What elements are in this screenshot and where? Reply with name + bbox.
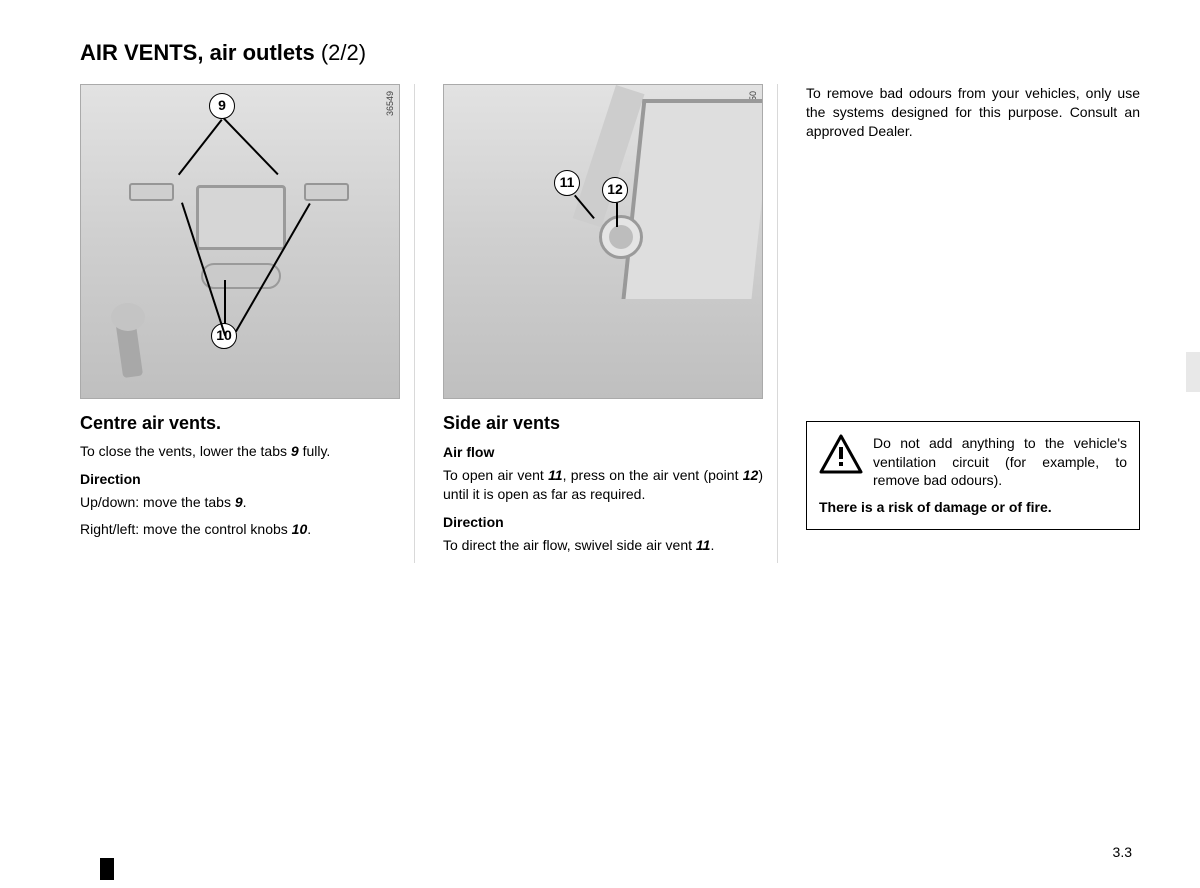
centre-p1: To close the vents, lower the tabs 9 ful… [80,442,400,461]
column-side-vents: 36550 11 12 Side air vents Air flow To o… [443,84,778,563]
callout-11: 11 [554,170,580,196]
leader-12 [616,203,618,227]
centre-p3: Right/left: move the control knobs 10. [80,520,400,539]
edge-tab [1186,352,1200,392]
title-paren: (2/2) [321,40,366,65]
side-p1: To open air vent 11, press on the air ve… [443,466,763,504]
manual-page: AIR VENTS, air outlets (2/2) 36549 9 10 [0,0,1200,583]
leader-9-left [178,119,222,175]
heading-direction-1: Direction [80,471,400,487]
callout-9: 9 [209,93,235,119]
odour-para: To remove bad odours from your vehicles,… [806,84,1140,141]
photo-id-1: 36549 [385,91,395,116]
ref-12: 12 [743,467,759,483]
ref-11b: 11 [696,537,711,553]
page-number: 3.3 [1113,844,1132,860]
warning-box: Do not add anything to the vehicle's ven… [806,421,1140,531]
footer-mark [100,858,114,880]
dash-screen [196,185,286,250]
leader-9-right [223,118,278,175]
t: Right/left: move the control knobs [80,521,292,537]
dash-controls [201,263,281,289]
t: . [710,537,714,553]
t: fully. [299,443,331,459]
t: To direct the air flow, swivel side air … [443,537,696,553]
photo-dashboard: 36549 9 10 [80,84,400,399]
t: , press on the air vent (point [563,467,743,483]
warning-bold: There is a risk of damage or of fire. [819,498,1127,517]
content-columns: 36549 9 10 Centre air vents. To close th… [80,84,1140,563]
ref-9: 9 [291,443,299,459]
heading-side-vents: Side air vents [443,413,763,434]
side-vent-center [609,225,633,249]
centre-p2: Up/down: move the tabs 9. [80,493,400,512]
ref-10: 10 [292,521,308,537]
t: Up/down: move the tabs [80,494,235,510]
window-frame [621,99,763,299]
t: To open air vent [443,467,548,483]
leader-10-up [224,280,226,324]
warning-text: Do not add anything to the vehicle's ven… [873,434,1127,491]
callout-12: 12 [602,177,628,203]
t: . [243,494,247,510]
page-title: AIR VENTS, air outlets (2/2) [80,40,1140,66]
warning-head: Do not add anything to the vehicle's ven… [819,434,1127,491]
heading-centre-vents: Centre air vents. [80,413,400,434]
title-bold: AIR VENTS, [80,40,203,65]
column-centre-vents: 36549 9 10 Centre air vents. To close th… [80,84,415,563]
ref-11: 11 [548,467,563,483]
dash-vent-right [304,183,349,201]
title-light: air outlets [203,40,320,65]
warning-icon [819,434,863,474]
t: . [307,521,311,537]
photo-side-vent: 36550 11 12 [443,84,763,399]
column-notes: To remove bad odours from your vehicles,… [806,84,1140,563]
gear-knob [111,303,145,331]
t: To close the vents, lower the tabs [80,443,291,459]
heading-direction-2: Direction [443,514,763,530]
side-p2: To direct the air flow, swivel side air … [443,536,763,555]
ref-9b: 9 [235,494,243,510]
heading-airflow: Air flow [443,444,763,460]
dash-vent-left [129,183,174,201]
